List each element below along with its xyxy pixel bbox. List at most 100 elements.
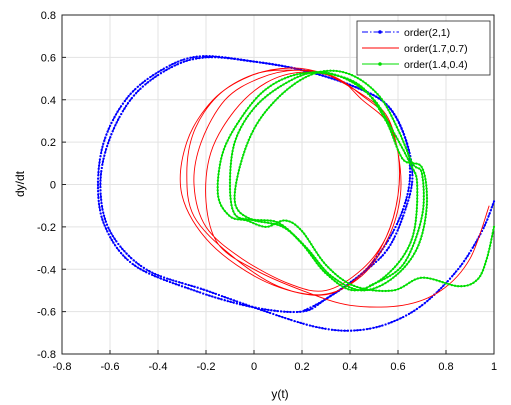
series-2-marker <box>233 217 236 220</box>
series-0-marker <box>398 217 401 220</box>
series-2-marker <box>241 114 244 118</box>
series-2-marker <box>384 103 387 106</box>
series-2-marker <box>235 134 239 137</box>
series-2-marker <box>287 80 291 83</box>
series-2-marker <box>388 274 392 277</box>
legend-label-0: order(2,1) <box>404 27 450 39</box>
series-2-marker <box>416 184 419 187</box>
series-2-marker <box>419 220 422 223</box>
series-0-marker <box>116 110 119 113</box>
series-0-marker <box>406 202 409 205</box>
series-0-marker <box>100 166 103 170</box>
series-2-marker <box>236 218 240 221</box>
series-2-marker <box>319 266 322 270</box>
series-2-marker <box>424 212 428 216</box>
series-2-marker <box>217 176 220 179</box>
series-2-marker <box>230 156 233 159</box>
series-2-marker <box>239 162 242 166</box>
series-2-marker <box>418 223 422 226</box>
x-tick-label: -0.2 <box>197 361 216 373</box>
series-2-marker <box>463 284 466 288</box>
series-2-marker <box>389 130 393 133</box>
series-2-marker <box>418 226 421 229</box>
series-0-marker <box>276 309 279 313</box>
series-0-marker <box>330 328 334 331</box>
series-2-marker <box>466 284 469 287</box>
series-2-marker <box>235 206 238 210</box>
series-0-marker <box>317 301 321 305</box>
series-2-marker <box>422 188 425 191</box>
series-0-marker <box>404 199 408 202</box>
series-2-marker <box>438 280 441 283</box>
series-2-marker <box>415 162 418 165</box>
series-0-marker <box>292 310 295 314</box>
series-0-marker <box>165 68 168 72</box>
series-2-marker <box>235 181 238 184</box>
series-0-marker <box>150 273 154 277</box>
series-2-marker <box>252 107 255 110</box>
series-2-marker <box>384 274 388 277</box>
series-2-marker <box>217 173 220 176</box>
series-0-marker <box>102 214 106 217</box>
series-2-marker <box>244 147 247 151</box>
series-0-marker <box>308 308 311 312</box>
series-2-marker <box>391 267 395 271</box>
series-2-marker <box>400 157 404 160</box>
series-2-marker <box>489 241 492 244</box>
series-2-marker <box>336 74 340 77</box>
series-0-marker <box>457 267 460 271</box>
series-2-marker <box>373 99 376 102</box>
series-0-marker <box>318 73 321 76</box>
series-2-marker <box>317 253 320 257</box>
series-0-marker <box>174 61 177 64</box>
series-2-marker <box>376 93 379 96</box>
series-0-marker <box>214 292 218 296</box>
series-0-marker <box>125 97 128 100</box>
series-0-marker <box>110 133 113 136</box>
series-2-marker <box>416 187 419 191</box>
series-2-marker <box>353 289 356 292</box>
series-2-marker <box>419 169 423 172</box>
series-2-marker <box>277 79 281 83</box>
series-2-marker <box>280 78 284 81</box>
series-0-marker <box>271 63 275 66</box>
series-2-marker <box>250 109 253 113</box>
series-2-marker <box>397 272 400 275</box>
series-2-marker <box>293 82 296 85</box>
series-2-marker <box>377 280 380 283</box>
y-tick-label: 0.6 <box>41 52 56 64</box>
series-2-marker <box>412 232 415 235</box>
series-2-marker <box>270 224 273 227</box>
series-2-marker <box>350 283 353 286</box>
y-tick-label: 0 <box>50 180 56 192</box>
series-0-marker <box>391 231 394 234</box>
series-2-marker <box>283 90 286 93</box>
series-2-marker <box>421 231 424 235</box>
series-2-marker <box>304 246 307 249</box>
series-2-marker <box>320 264 323 267</box>
series-0-marker <box>318 326 321 329</box>
series-0-marker <box>312 304 315 308</box>
series-0-marker <box>268 62 271 66</box>
series-0-marker <box>162 67 166 70</box>
series-2-marker <box>410 238 413 241</box>
series-2-marker <box>312 254 315 257</box>
x-tick-label: -0.4 <box>149 361 168 373</box>
series-2-marker <box>414 222 417 226</box>
series-0-marker <box>154 72 157 75</box>
series-2-marker <box>249 220 252 223</box>
series-0-marker <box>103 154 106 157</box>
series-2-marker <box>286 75 290 79</box>
series-0-marker <box>315 303 318 306</box>
series-2-marker <box>255 223 258 226</box>
series-2-marker <box>261 113 265 117</box>
series-2-marker <box>456 285 460 288</box>
series-2-marker <box>406 157 410 161</box>
series-2-marker <box>229 194 232 197</box>
series-0-marker <box>97 174 100 177</box>
series-2-marker <box>381 289 384 293</box>
series-2-marker <box>256 102 260 105</box>
series-2-marker <box>416 200 419 203</box>
series-2-marker <box>361 88 365 91</box>
series-0-marker <box>114 113 118 116</box>
